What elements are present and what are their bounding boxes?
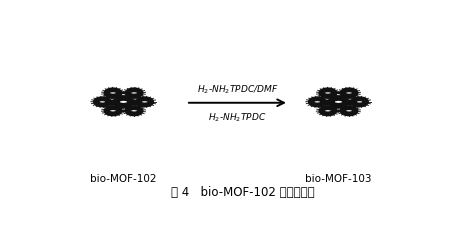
Circle shape xyxy=(129,109,139,114)
Text: 图 4   bio-MOF-102 材料的合成: 图 4 bio-MOF-102 材料的合成 xyxy=(171,185,315,198)
Circle shape xyxy=(354,100,365,105)
Circle shape xyxy=(129,91,139,96)
Circle shape xyxy=(97,100,108,105)
Circle shape xyxy=(344,109,355,114)
Circle shape xyxy=(118,100,129,105)
Text: bio-MOF-103: bio-MOF-103 xyxy=(305,173,372,183)
Circle shape xyxy=(108,91,118,96)
Text: bio-MOF-102: bio-MOF-102 xyxy=(90,173,157,183)
Circle shape xyxy=(322,91,333,96)
Circle shape xyxy=(312,100,323,105)
Circle shape xyxy=(108,109,118,114)
Text: H$_2$-NH$_2$TPDC: H$_2$-NH$_2$TPDC xyxy=(208,111,266,124)
Circle shape xyxy=(322,109,333,114)
Circle shape xyxy=(139,100,150,105)
Circle shape xyxy=(344,91,355,96)
Circle shape xyxy=(332,100,345,105)
Text: H$_2$-NH$_2$TPDC/DMF: H$_2$-NH$_2$TPDC/DMF xyxy=(197,83,278,95)
